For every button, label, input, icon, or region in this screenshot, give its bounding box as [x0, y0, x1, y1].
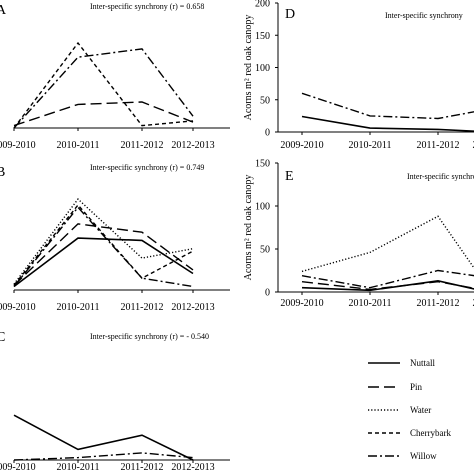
- x-tick-label: 2010-2011: [349, 298, 392, 309]
- x-tick-label: 2011-2012: [121, 302, 164, 313]
- series-line-dotted: [13, 198, 194, 285]
- panel-label: C: [0, 330, 5, 345]
- legend-label: Pin: [410, 382, 423, 392]
- x-tick-label: 2011-2012: [121, 462, 164, 473]
- series-line-dash-dot: [301, 269, 474, 289]
- x-tick-label: 201: [473, 140, 474, 151]
- panel-label: E: [285, 169, 294, 184]
- x-tick-label: 201: [473, 298, 474, 309]
- x-tick-label: 2010-2011: [57, 462, 100, 473]
- series-line-dotted: [301, 215, 474, 273]
- x-tick-label: 2009-2010: [0, 462, 36, 473]
- legend-label: Cherrybark: [410, 428, 451, 438]
- x-tick-label: 2009-2010: [0, 302, 36, 313]
- series-line-short-dash: [13, 41, 194, 129]
- x-tick-label: 2011-2012: [121, 140, 164, 151]
- x-tick-label: 2010-2011: [57, 140, 100, 151]
- series-line-dash-dot: [301, 92, 474, 120]
- series-line-solid: [301, 279, 474, 292]
- y-axis-label: Acorns m² red oak canopy: [243, 175, 254, 281]
- x-tick-label: 2009-2010: [0, 140, 36, 151]
- y-tick-label: 100: [255, 63, 270, 74]
- legend-label: Nuttall: [410, 358, 435, 368]
- y-tick-label: 100: [255, 202, 270, 213]
- panel-label: A: [0, 3, 7, 18]
- x-tick-label: 2010-2011: [57, 302, 100, 313]
- synchrony-annotation: Inter-specific synchrony: [385, 11, 463, 20]
- x-tick-label: 2010-2011: [349, 140, 392, 151]
- synchrony-annotation: Inter-specific synchrony (r) = - 0.540: [90, 332, 209, 341]
- x-tick-label: 2009-2010: [280, 298, 323, 309]
- x-tick-label: 2012-2013: [171, 302, 214, 313]
- synchrony-annotation: Inter-specific synchrony (r) = 0.658: [90, 2, 204, 11]
- panel-label: B: [0, 165, 5, 180]
- y-tick-label: 50: [260, 245, 270, 256]
- y-tick-label: 50: [260, 95, 270, 106]
- series-line-short-dash: [13, 203, 194, 286]
- x-tick-label: 2012-2013: [171, 140, 214, 151]
- synchrony-annotation: Inter-specific synchrony (r) = 0.749: [90, 163, 204, 172]
- y-axis-label: Acorns m² red oak canopy: [243, 15, 254, 121]
- series-line-long-dash: [13, 101, 194, 127]
- y-tick-label: 150: [255, 159, 270, 170]
- synchrony-annotation: Inter-specific synchron: [407, 172, 474, 181]
- x-tick-label: 2011-2012: [417, 298, 460, 309]
- series-line-solid: [13, 237, 194, 288]
- series-line-long-dash: [13, 223, 194, 286]
- series-line-solid: [13, 414, 194, 461]
- series-line-dash-dot: [13, 206, 194, 288]
- legend-label: Willow: [410, 451, 437, 461]
- series-line-solid: [301, 115, 474, 132]
- y-tick-label: 200: [255, 0, 270, 10]
- x-tick-label: 2009-2010: [280, 140, 323, 151]
- x-tick-label: 2011-2012: [417, 140, 460, 151]
- y-tick-label: 0: [265, 288, 270, 299]
- y-tick-label: 0: [265, 128, 270, 139]
- series-line-dash-dot: [13, 452, 194, 461]
- x-tick-label: 2012-2013: [171, 462, 214, 473]
- panel-label: D: [285, 7, 295, 22]
- y-tick-label: 150: [255, 31, 270, 42]
- legend-label: Water: [410, 405, 431, 415]
- series-line-dash-dot: [13, 48, 194, 129]
